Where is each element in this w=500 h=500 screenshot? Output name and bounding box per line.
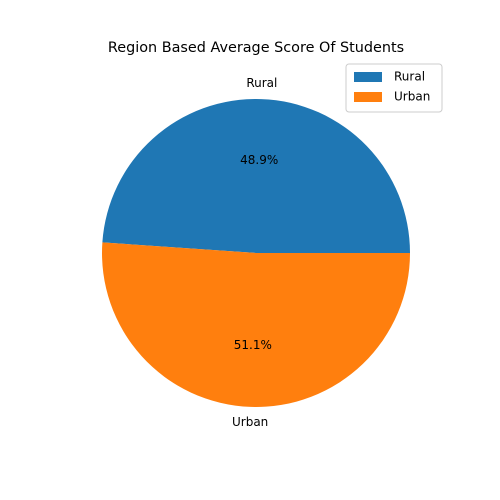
chart-title: Region Based Average Score Of Students bbox=[108, 40, 404, 56]
slice-label-rural: Rural bbox=[246, 76, 277, 90]
legend-label-rural: Rural bbox=[394, 70, 425, 84]
pie-slice-rural bbox=[102, 99, 410, 253]
legend: Rural Urban bbox=[345, 63, 443, 113]
pie-slices bbox=[101, 99, 410, 408]
legend-swatch-rural bbox=[354, 72, 382, 82]
pie-labels: Rural 48.9% Urban 51.1% bbox=[232, 76, 278, 429]
pie-slice-urban bbox=[101, 242, 410, 408]
pct-label-rural: 48.9% bbox=[240, 153, 278, 167]
slice-label-urban: Urban bbox=[232, 415, 268, 429]
legend-swatch-urban bbox=[354, 92, 382, 102]
pct-label-urban: 51.1% bbox=[234, 338, 272, 352]
legend-label-urban: Urban bbox=[394, 90, 430, 104]
